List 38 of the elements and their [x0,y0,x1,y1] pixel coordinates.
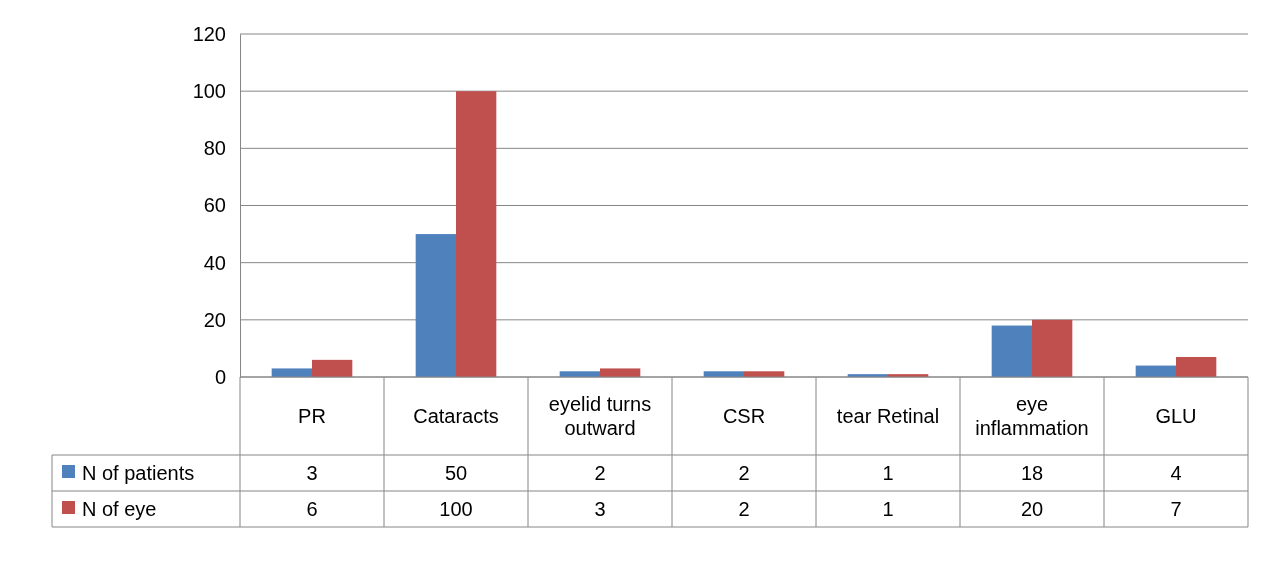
data-label: 2 [738,462,750,484]
y-tick-label: 120 [192,22,226,45]
y-tick-label: 20 [203,308,226,331]
data-label: 1 [882,498,894,520]
bar [600,368,641,377]
bar [1032,319,1073,377]
x-tick-label: CSR [722,405,766,427]
data-label: 100 [439,498,473,520]
data-label: 20 [1020,498,1044,520]
legend-label: N of patients [82,462,195,484]
y-tick-label: 60 [203,194,226,217]
legend-label: N of eye [82,498,157,520]
bar [456,91,497,377]
bar [271,368,312,377]
data-label: 2 [594,462,606,484]
data-label: 1 [882,462,894,484]
y-tick-label: 100 [192,80,226,103]
data-label: 2 [738,498,750,520]
bar [415,234,456,377]
y-tick-label: 80 [203,137,226,160]
data-label: 7 [1170,498,1182,520]
data-label: 18 [1020,462,1044,484]
bar [991,325,1032,377]
data-label: 4 [1170,462,1182,484]
x-tick-label: tear Retinal [836,405,940,427]
bar [1176,356,1217,377]
data-label: 50 [444,462,468,484]
x-tick-label: PR [298,405,326,427]
y-tick-label: 0 [214,365,226,388]
x-tick-label: GLU [1155,405,1197,427]
bar [312,359,353,377]
x-tick-label: eye inflammation [975,393,1089,439]
data-label: 3 [306,462,318,484]
y-tick-label: 40 [203,251,226,274]
x-tick-label: eyelid turns outward [548,393,652,439]
x-tick-label: Cataracts [413,405,499,427]
data-label: 6 [306,498,318,520]
data-label: 3 [594,498,606,520]
